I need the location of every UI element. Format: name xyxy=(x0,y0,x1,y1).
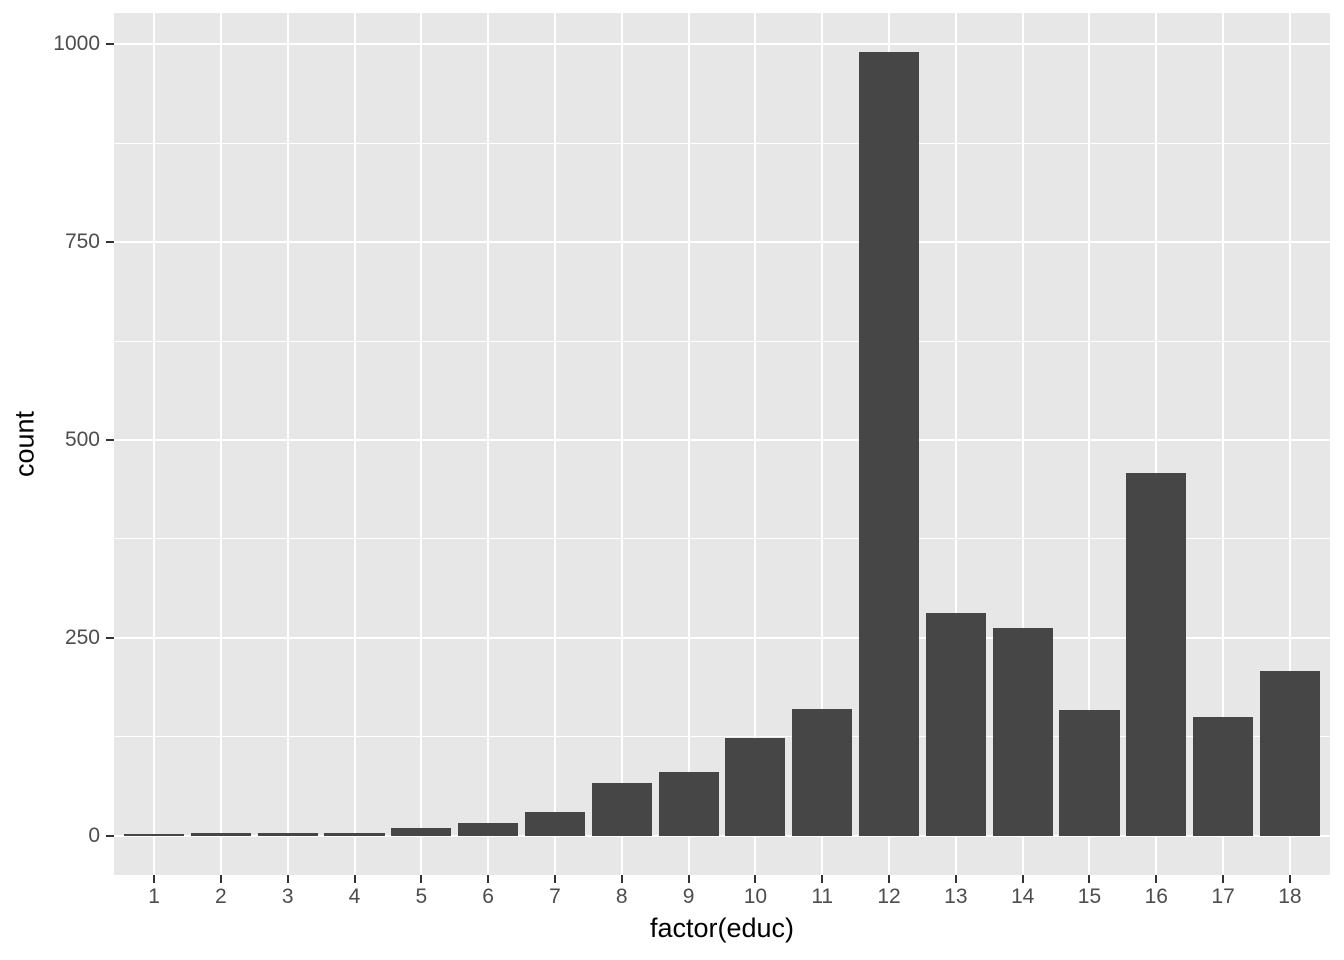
bar-educ-11 xyxy=(792,709,853,836)
plot-panel xyxy=(114,13,1330,875)
x-tick-label-6: 6 xyxy=(482,885,494,908)
gridline-major-y-0 xyxy=(114,834,1330,837)
bar-educ-6 xyxy=(458,823,519,836)
bar-educ-7 xyxy=(524,812,586,836)
gridline-minor-y-625 xyxy=(114,340,1330,342)
gridline-major-x-8 xyxy=(620,13,623,875)
bar-educ-9 xyxy=(658,771,719,836)
x-tick-label-4: 4 xyxy=(348,885,361,908)
x-tick-label-18: 18 xyxy=(1278,885,1302,908)
gridline-major-x-14 xyxy=(1021,13,1024,875)
gridline-major-x-2 xyxy=(219,13,222,875)
gridline-major-y-250 xyxy=(114,636,1330,639)
y-tick-label-500: 500 xyxy=(64,428,100,452)
x-tick-mark-11 xyxy=(821,875,824,883)
x-tick-label-1: 1 xyxy=(148,885,160,908)
gridline-major-y-500 xyxy=(114,439,1330,442)
gridline-major-x-6 xyxy=(487,13,490,875)
bar-educ-1 xyxy=(124,834,185,836)
y-tick-label-750: 750 xyxy=(64,230,100,254)
x-tick-mark-6 xyxy=(487,875,490,883)
y-tick-mark-0 xyxy=(106,834,114,837)
x-tick-mark-3 xyxy=(286,875,289,883)
x-tick-label-16: 16 xyxy=(1144,885,1168,908)
gridline-major-x-11 xyxy=(821,13,824,875)
gridline-major-x-9 xyxy=(687,13,690,875)
x-tick-mark-1 xyxy=(153,875,156,883)
x-tick-mark-7 xyxy=(553,875,556,883)
y-tick-mark-250 xyxy=(106,636,114,639)
bar-educ-14 xyxy=(992,627,1053,836)
x-tick-mark-16 xyxy=(1155,875,1158,883)
x-tick-mark-5 xyxy=(420,875,423,883)
y-tick-label-250: 250 xyxy=(64,625,100,649)
bar-educ-2 xyxy=(190,832,251,836)
gridline-major-x-17 xyxy=(1222,13,1225,875)
gridline-minor-y-125 xyxy=(114,736,1330,738)
bar-educ-16 xyxy=(1126,473,1187,836)
gridline-major-x-7 xyxy=(553,13,556,875)
x-tick-label-15: 15 xyxy=(1077,885,1102,908)
y-tick-label-0: 0 xyxy=(88,823,100,847)
x-tick-mark-13 xyxy=(954,875,957,883)
y-tick-label-1000: 1000 xyxy=(53,32,100,56)
x-tick-mark-10 xyxy=(754,875,757,883)
x-tick-mark-18 xyxy=(1288,875,1291,883)
gridline-major-x-3 xyxy=(286,13,289,875)
y-tick-mark-750 xyxy=(106,241,114,244)
x-tick-label-3: 3 xyxy=(281,885,294,908)
gridline-major-x-13 xyxy=(954,13,957,875)
x-tick-label-11: 11 xyxy=(811,885,834,908)
bar-educ-17 xyxy=(1193,717,1254,836)
x-tick-label-14: 14 xyxy=(1010,885,1035,908)
gridline-major-x-15 xyxy=(1088,13,1091,875)
x-tick-mark-14 xyxy=(1021,875,1024,883)
x-axis-title: factor(educ) xyxy=(649,913,795,943)
bar-educ-10 xyxy=(725,737,786,836)
gridline-major-x-1 xyxy=(153,13,156,875)
x-tick-label-8: 8 xyxy=(615,885,628,908)
x-tick-label-17: 17 xyxy=(1211,885,1235,908)
x-tick-label-5: 5 xyxy=(415,885,428,908)
x-tick-mark-9 xyxy=(687,875,690,883)
y-tick-mark-500 xyxy=(106,439,114,442)
bar-educ-12 xyxy=(858,52,920,836)
gridline-major-x-18 xyxy=(1288,13,1291,875)
bar-educ-15 xyxy=(1059,709,1120,836)
x-tick-mark-2 xyxy=(219,875,222,883)
y-axis-title: count xyxy=(9,410,40,478)
x-tick-mark-15 xyxy=(1088,875,1091,883)
x-tick-label-9: 9 xyxy=(682,885,695,908)
bar-educ-18 xyxy=(1259,671,1320,836)
x-tick-label-12: 12 xyxy=(877,885,901,908)
gridline-major-y-1000 xyxy=(114,43,1330,46)
x-tick-mark-8 xyxy=(620,875,623,883)
bar-educ-3 xyxy=(257,832,318,836)
bar-educ-13 xyxy=(925,613,986,836)
bar-educ-8 xyxy=(591,782,652,836)
gridline-major-x-10 xyxy=(754,13,757,875)
gridline-major-x-16 xyxy=(1155,13,1158,875)
y-tick-mark-1000 xyxy=(106,43,114,46)
gridline-major-x-5 xyxy=(420,13,423,875)
x-tick-label-13: 13 xyxy=(944,885,968,908)
x-tick-mark-17 xyxy=(1222,875,1225,883)
x-tick-label-10: 10 xyxy=(743,885,768,908)
gridline-minor-y-375 xyxy=(114,538,1330,540)
x-tick-mark-12 xyxy=(888,875,891,883)
gridline-major-x-4 xyxy=(353,13,356,875)
gridline-minor-y-875 xyxy=(114,142,1330,144)
x-tick-label-7: 7 xyxy=(549,885,561,908)
x-tick-label-2: 2 xyxy=(215,885,227,908)
bar-educ-5 xyxy=(391,827,452,836)
x-tick-mark-4 xyxy=(353,875,356,883)
gridline-major-y-750 xyxy=(114,241,1330,244)
bar-educ-4 xyxy=(324,832,385,836)
